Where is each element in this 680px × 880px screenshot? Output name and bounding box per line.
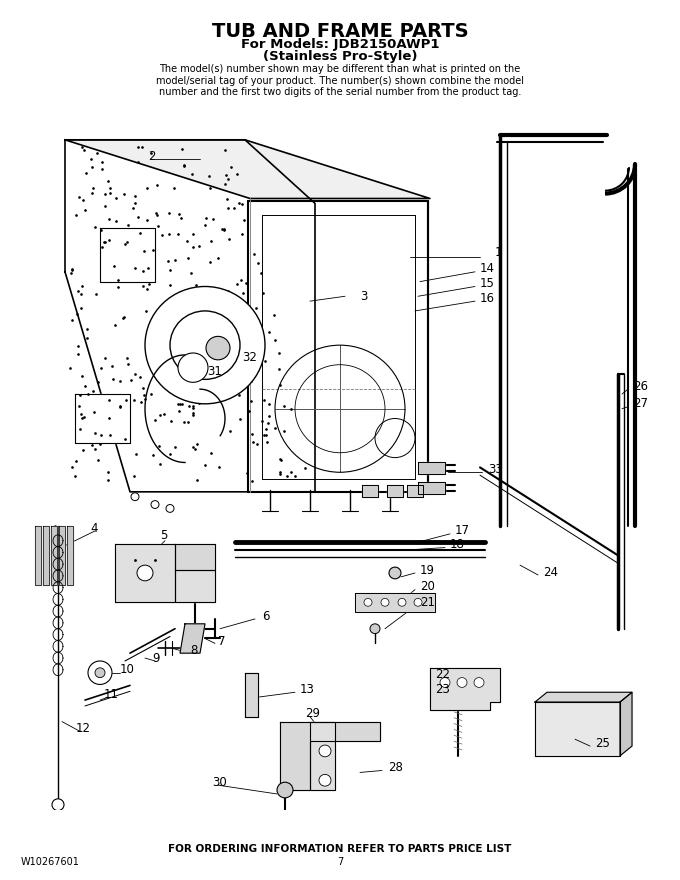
Text: 14: 14 [480, 262, 495, 275]
Text: 26: 26 [633, 380, 648, 392]
Polygon shape [65, 140, 315, 492]
Text: 31: 31 [207, 365, 222, 378]
Polygon shape [43, 526, 49, 584]
Text: 20: 20 [420, 580, 435, 593]
Text: 27: 27 [633, 398, 648, 410]
Text: 1: 1 [495, 246, 503, 259]
Text: 3: 3 [360, 290, 367, 303]
Circle shape [166, 504, 174, 512]
Text: 22: 22 [435, 668, 450, 681]
Polygon shape [355, 592, 435, 612]
Text: 5: 5 [160, 530, 167, 542]
Polygon shape [75, 394, 130, 443]
Polygon shape [535, 693, 632, 702]
Polygon shape [100, 228, 155, 282]
Text: 7: 7 [218, 635, 226, 648]
Polygon shape [35, 526, 41, 584]
Circle shape [206, 336, 230, 360]
Text: W10267601: W10267601 [20, 857, 80, 867]
Circle shape [319, 745, 331, 757]
Text: 17: 17 [455, 524, 470, 538]
Circle shape [414, 598, 422, 606]
Circle shape [457, 678, 467, 687]
Polygon shape [280, 722, 380, 790]
Text: 18: 18 [450, 539, 465, 551]
Text: 15: 15 [480, 277, 495, 290]
Polygon shape [115, 544, 175, 602]
Text: 23: 23 [435, 683, 450, 696]
Polygon shape [59, 526, 65, 584]
Polygon shape [418, 482, 445, 494]
Text: 13: 13 [300, 683, 315, 696]
Text: 16: 16 [480, 292, 495, 304]
Polygon shape [65, 140, 430, 199]
Circle shape [389, 567, 401, 579]
Circle shape [319, 774, 331, 786]
Polygon shape [620, 693, 632, 756]
Circle shape [131, 493, 139, 501]
Circle shape [370, 624, 380, 634]
Text: 11: 11 [104, 688, 119, 700]
Text: The model(s) number shown may be different than what is printed on the
model/ser: The model(s) number shown may be differe… [156, 64, 524, 98]
Text: 12: 12 [76, 722, 91, 735]
Circle shape [95, 668, 105, 678]
Text: 4: 4 [90, 522, 97, 534]
Text: 10: 10 [120, 664, 135, 676]
Polygon shape [407, 485, 423, 496]
Polygon shape [418, 463, 445, 474]
Text: TUB AND FRAME PARTS: TUB AND FRAME PARTS [211, 22, 469, 41]
Text: FOR ORDERING INFORMATION REFER TO PARTS PRICE LIST: FOR ORDERING INFORMATION REFER TO PARTS … [169, 844, 511, 854]
Polygon shape [362, 485, 378, 496]
Polygon shape [310, 722, 335, 790]
Circle shape [277, 782, 293, 798]
Text: 24: 24 [543, 566, 558, 578]
Polygon shape [67, 526, 73, 584]
Text: 25: 25 [595, 737, 610, 750]
Text: 7: 7 [337, 857, 343, 867]
Text: 32: 32 [242, 351, 257, 364]
Text: 21: 21 [420, 596, 435, 609]
Text: 19: 19 [420, 563, 435, 576]
Text: 2: 2 [148, 150, 156, 163]
Text: 29: 29 [305, 708, 320, 720]
Polygon shape [245, 672, 258, 716]
Polygon shape [51, 526, 57, 584]
Circle shape [364, 598, 372, 606]
Text: 9: 9 [152, 651, 160, 664]
Circle shape [440, 678, 450, 687]
Polygon shape [430, 668, 500, 710]
Circle shape [52, 799, 64, 810]
Circle shape [88, 661, 112, 685]
Text: 8: 8 [190, 644, 197, 656]
Text: 28: 28 [388, 761, 403, 774]
Circle shape [151, 501, 159, 509]
Text: 30: 30 [212, 776, 226, 788]
Circle shape [137, 565, 153, 581]
Circle shape [474, 678, 484, 687]
Polygon shape [535, 702, 620, 756]
Circle shape [398, 598, 406, 606]
Polygon shape [387, 485, 403, 496]
Polygon shape [175, 544, 215, 570]
Polygon shape [180, 624, 205, 653]
Text: For Models: JDB2150AWP1: For Models: JDB2150AWP1 [241, 38, 439, 51]
Text: 33: 33 [488, 463, 503, 476]
Circle shape [170, 311, 240, 379]
Polygon shape [175, 570, 215, 602]
Circle shape [381, 598, 389, 606]
Text: (Stainless Pro-Style): (Stainless Pro-Style) [262, 50, 418, 63]
Circle shape [145, 287, 265, 404]
Circle shape [178, 353, 208, 382]
Text: 6: 6 [262, 610, 269, 622]
